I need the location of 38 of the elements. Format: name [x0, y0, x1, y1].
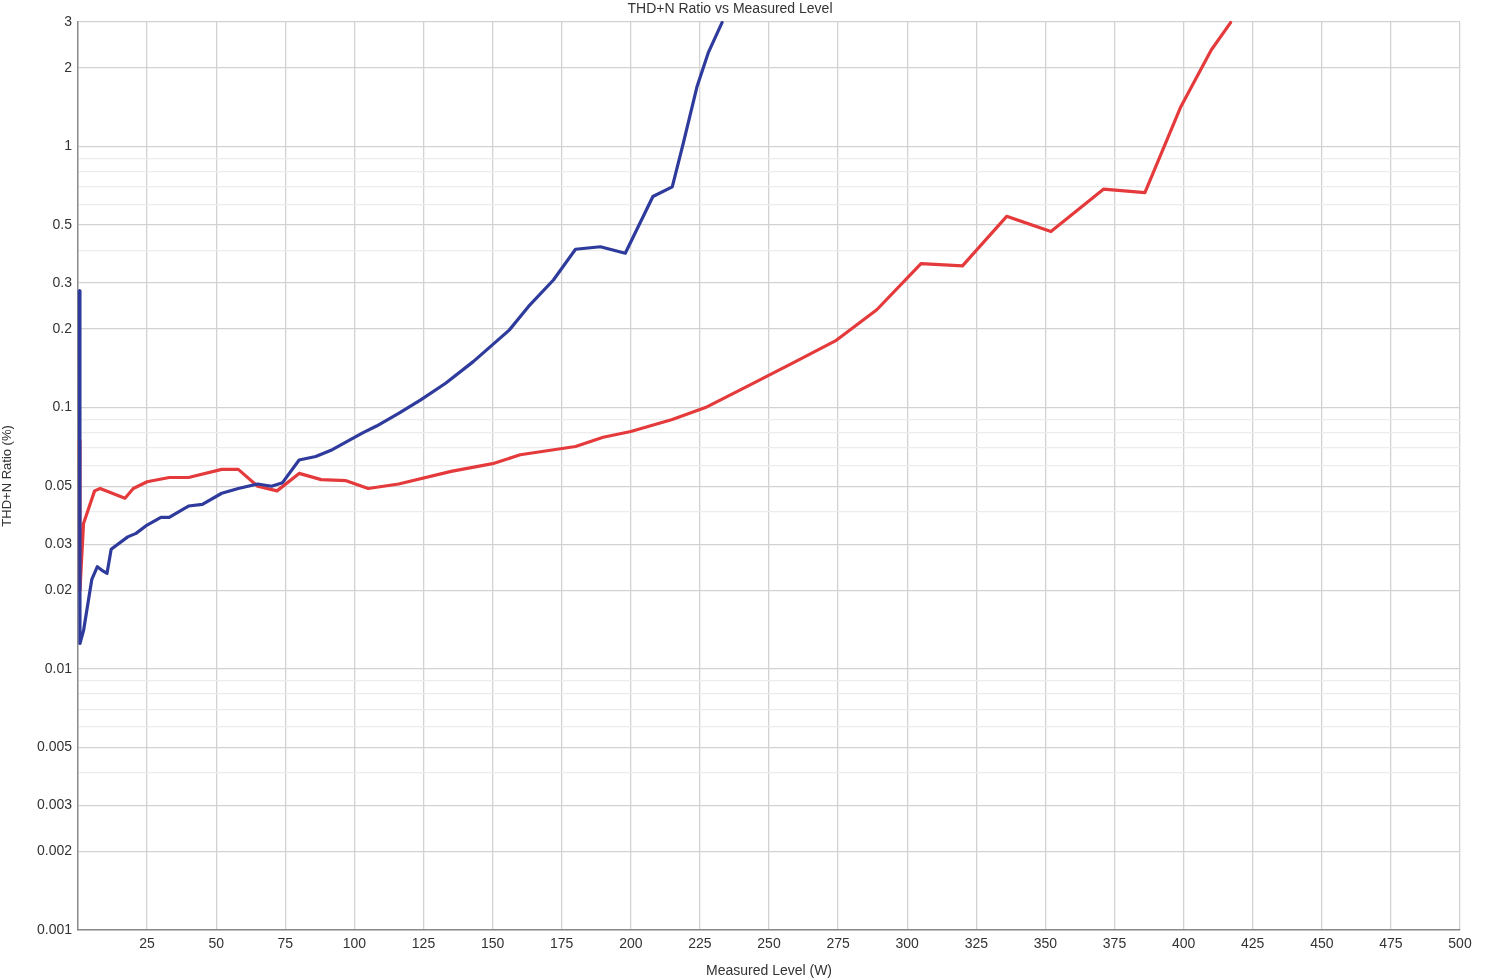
y-tick-label: 0.002 — [36, 842, 73, 859]
x-tick-label: 225 — [688, 935, 712, 952]
x-tick-label: 125 — [411, 935, 436, 952]
y-tick-label: 0.3 — [52, 273, 73, 290]
y-tick-label: 3 — [64, 12, 73, 29]
y-tick-label: 0.2 — [52, 319, 73, 336]
x-tick-label: 500 — [1448, 935, 1472, 952]
x-tick-label: 200 — [619, 935, 643, 952]
y-tick-label: 0.02 — [44, 581, 73, 598]
x-tick-label: 450 — [1310, 935, 1334, 952]
y-tick-label: 0.003 — [36, 796, 73, 813]
y-tick-label: 0.5 — [52, 215, 73, 232]
x-tick-label: 25 — [139, 935, 156, 952]
y-tick-label: 0.05 — [44, 477, 73, 494]
y-tick-label: 0.001 — [36, 920, 73, 937]
chart-title: THD+N Ratio vs Measured Level — [627, 0, 833, 17]
x-tick-label: 175 — [550, 935, 574, 952]
x-tick-label: 275 — [826, 935, 850, 952]
x-tick-label: 50 — [208, 935, 225, 952]
x-tick-label: 475 — [1379, 935, 1403, 952]
x-tick-label: 375 — [1102, 935, 1127, 952]
y-tick-label: 2 — [64, 58, 73, 75]
x-tick-label: 400 — [1171, 935, 1196, 952]
x-tick-label: 150 — [480, 935, 505, 952]
x-tick-label: 425 — [1241, 935, 1265, 952]
x-tick-label: 325 — [964, 935, 989, 952]
y-axis-title: THD+N Ratio (%) — [0, 425, 15, 527]
x-tick-label: 100 — [342, 935, 367, 952]
x-tick-label: 250 — [757, 935, 781, 952]
x-tick-label: 75 — [277, 935, 294, 952]
y-tick-label: 0.01 — [44, 659, 73, 676]
y-tick-label: 1 — [64, 137, 73, 154]
x-tick-label: 350 — [1033, 935, 1058, 952]
y-tick-label: 0.03 — [44, 535, 73, 552]
x-axis-title: Measured Level (W) — [705, 962, 833, 979]
y-tick-label: 0.1 — [52, 398, 73, 415]
x-tick-label: 300 — [895, 935, 920, 952]
y-tick-label: 0.005 — [36, 738, 73, 755]
